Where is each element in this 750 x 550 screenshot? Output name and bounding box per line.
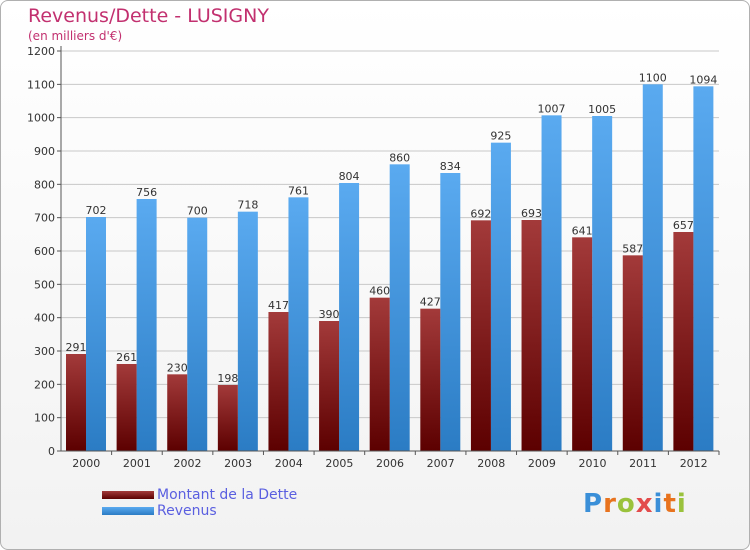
y-tick-label: 600 bbox=[34, 245, 55, 258]
data-label-debt: 417 bbox=[268, 299, 289, 312]
bar-debt bbox=[369, 297, 390, 451]
legend-swatch-revenue bbox=[102, 507, 154, 515]
data-label-revenue: 860 bbox=[389, 151, 410, 164]
bar-debt bbox=[521, 220, 542, 451]
data-label-revenue: 804 bbox=[339, 170, 360, 183]
bar-revenue bbox=[490, 142, 511, 451]
data-label-revenue: 700 bbox=[187, 205, 208, 218]
logo-letter: i bbox=[653, 489, 664, 519]
data-label-debt: 657 bbox=[673, 219, 694, 232]
data-label-revenue: 718 bbox=[237, 199, 258, 212]
data-label-debt: 460 bbox=[369, 285, 390, 298]
bar-debt bbox=[420, 308, 441, 451]
bar-revenue bbox=[339, 183, 360, 451]
data-label-debt: 693 bbox=[521, 207, 542, 220]
bar-revenue bbox=[693, 86, 714, 451]
logo-letter: t bbox=[663, 489, 677, 519]
x-tick-label: 2002 bbox=[174, 457, 202, 470]
bar-revenue bbox=[541, 115, 562, 451]
y-tick-label: 700 bbox=[34, 212, 55, 225]
x-tick-label: 2004 bbox=[275, 457, 303, 470]
data-label-revenue: 1005 bbox=[588, 103, 616, 116]
data-label-debt: 692 bbox=[470, 207, 491, 220]
x-tick-label: 2010 bbox=[578, 457, 606, 470]
y-tick-label: 900 bbox=[34, 145, 55, 158]
legend-swatch-debt bbox=[102, 491, 154, 499]
y-tick-label: 800 bbox=[34, 178, 55, 191]
y-tick-label: 1100 bbox=[27, 78, 55, 91]
bar-debt bbox=[673, 232, 694, 451]
data-label-revenue: 925 bbox=[490, 130, 511, 143]
bar-debt bbox=[470, 220, 491, 451]
data-label-revenue: 761 bbox=[288, 184, 309, 197]
logo-letter: r bbox=[603, 489, 617, 519]
logo-letter: o bbox=[616, 489, 636, 519]
bar-revenue bbox=[642, 84, 663, 451]
logo-letter: x bbox=[635, 489, 654, 519]
legend-label-revenue: Revenus bbox=[157, 503, 217, 519]
data-label-debt: 641 bbox=[572, 224, 593, 237]
y-tick-label: 200 bbox=[34, 378, 55, 391]
y-tick-label: 400 bbox=[34, 312, 55, 325]
x-tick-label: 2011 bbox=[629, 457, 657, 470]
data-label-debt: 261 bbox=[116, 351, 137, 364]
y-tick-label: 1000 bbox=[27, 112, 55, 125]
logo-letter: P bbox=[583, 489, 604, 519]
y-tick-label: 1200 bbox=[27, 45, 55, 58]
bar-debt bbox=[572, 237, 593, 451]
data-label-debt: 198 bbox=[217, 372, 238, 385]
bar-debt bbox=[319, 321, 340, 451]
data-label-revenue: 1094 bbox=[689, 73, 717, 86]
bar-revenue bbox=[237, 211, 258, 451]
x-tick-label: 2003 bbox=[224, 457, 252, 470]
bar-debt bbox=[116, 364, 137, 451]
data-label-debt: 427 bbox=[420, 296, 441, 309]
bar-revenue bbox=[389, 164, 410, 452]
legend: Montant de la Dette Revenus bbox=[102, 487, 297, 519]
x-tick-label: 2008 bbox=[477, 457, 505, 470]
chart-title: Revenus/Dette - LUSIGNY bbox=[28, 5, 269, 27]
data-label-revenue: 1100 bbox=[639, 71, 667, 84]
y-tick-label: 100 bbox=[34, 412, 55, 425]
data-label-debt: 587 bbox=[622, 242, 643, 255]
x-tick-label: 2005 bbox=[325, 457, 353, 470]
bar-revenue bbox=[288, 197, 309, 451]
bar-revenue bbox=[592, 116, 613, 451]
data-label-revenue: 834 bbox=[440, 160, 461, 173]
bar-revenue bbox=[136, 199, 157, 451]
y-tick-label: 500 bbox=[34, 278, 55, 291]
chart-subtitle: (en milliers d'€) bbox=[28, 29, 123, 43]
bar-revenue bbox=[86, 217, 106, 451]
x-tick-label: 2012 bbox=[680, 457, 708, 470]
bar-debt bbox=[217, 385, 238, 451]
proxiti-logo: Proxiti bbox=[583, 489, 687, 519]
data-label-revenue: 702 bbox=[86, 204, 107, 217]
y-tick-label: 300 bbox=[34, 345, 55, 358]
data-label-revenue: 756 bbox=[136, 186, 157, 199]
x-tick-label: 2001 bbox=[123, 457, 151, 470]
data-label-debt: 390 bbox=[319, 308, 340, 321]
bar-debt bbox=[622, 255, 643, 451]
legend-label-debt: Montant de la Dette bbox=[157, 487, 298, 503]
x-tick-label: 2000 bbox=[72, 457, 100, 470]
y-tick-label: 0 bbox=[48, 445, 55, 458]
bar-debt bbox=[268, 312, 289, 451]
x-tick-label: 2009 bbox=[528, 457, 556, 470]
legend-item-revenue: Revenus bbox=[102, 503, 297, 519]
logo-letter: i bbox=[676, 489, 687, 519]
bar-debt bbox=[66, 354, 86, 451]
x-tick-label: 2006 bbox=[376, 457, 404, 470]
bar-debt bbox=[167, 374, 188, 451]
x-tick-label: 2007 bbox=[427, 457, 455, 470]
data-label-debt: 230 bbox=[167, 361, 188, 374]
legend-item-debt: Montant de la Dette bbox=[102, 487, 297, 503]
data-label-debt: 291 bbox=[66, 341, 87, 354]
bar-revenue bbox=[440, 173, 461, 451]
bar-revenue bbox=[187, 217, 208, 451]
data-label-revenue: 1007 bbox=[538, 102, 566, 115]
